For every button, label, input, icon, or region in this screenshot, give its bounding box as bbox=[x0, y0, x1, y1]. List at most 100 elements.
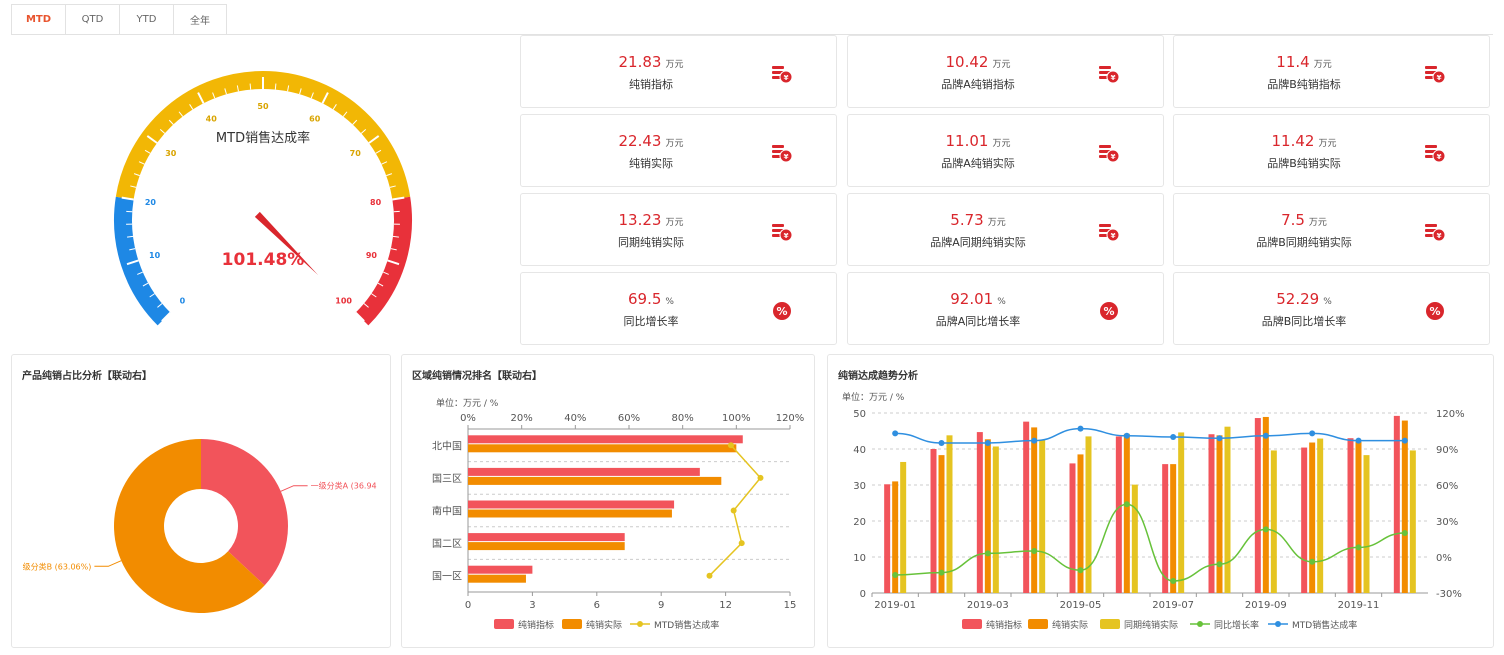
trend-bar[interactable] bbox=[1393, 415, 1400, 593]
tab-full-year[interactable]: 全年 bbox=[173, 4, 227, 35]
trend-point[interactable] bbox=[892, 430, 899, 437]
legend-swatch[interactable] bbox=[562, 619, 582, 629]
bar-target[interactable] bbox=[468, 500, 675, 509]
trend-bar[interactable] bbox=[1262, 416, 1269, 593]
trend-bar[interactable] bbox=[1301, 447, 1308, 593]
trend-point[interactable] bbox=[1077, 425, 1084, 432]
trend-bar[interactable] bbox=[1031, 427, 1038, 593]
trend-point[interactable] bbox=[1262, 526, 1269, 533]
trend-point[interactable] bbox=[984, 550, 991, 557]
legend-swatch[interactable] bbox=[1028, 619, 1048, 629]
trend-bar[interactable] bbox=[1270, 450, 1277, 593]
pie-slice[interactable] bbox=[201, 439, 288, 586]
trend-point[interactable] bbox=[1355, 544, 1362, 551]
trend-point[interactable] bbox=[892, 572, 899, 578]
trend-bar[interactable] bbox=[1085, 436, 1092, 593]
trend-point[interactable] bbox=[1309, 430, 1316, 437]
bar-target[interactable] bbox=[468, 435, 743, 444]
trend-point[interactable] bbox=[1262, 432, 1269, 439]
trend-bar[interactable] bbox=[976, 432, 983, 593]
trend-point[interactable] bbox=[1077, 567, 1084, 574]
trend-bar[interactable] bbox=[1123, 433, 1130, 593]
trend-point[interactable] bbox=[1401, 437, 1408, 444]
trend-bar[interactable] bbox=[984, 439, 991, 593]
trend-bar[interactable] bbox=[1347, 438, 1354, 593]
tab-mtd[interactable]: MTD bbox=[11, 4, 65, 35]
trend-bar[interactable] bbox=[884, 484, 891, 593]
legend-marker[interactable] bbox=[1197, 621, 1203, 627]
trend-point[interactable] bbox=[1309, 558, 1316, 565]
trend-bar[interactable] bbox=[900, 461, 907, 593]
tab-qtd[interactable]: QTD bbox=[65, 4, 119, 35]
legend-label[interactable]: 纯销实际 bbox=[1052, 619, 1088, 631]
legend-label[interactable]: MTD销售达成率 bbox=[654, 619, 719, 631]
legend-label[interactable]: 纯销指标 bbox=[986, 619, 1022, 631]
legend-label[interactable]: 同比增长率 bbox=[1214, 619, 1259, 631]
trend-bar[interactable] bbox=[1115, 436, 1122, 593]
legend-marker[interactable] bbox=[1275, 621, 1281, 627]
trend-point[interactable] bbox=[1031, 437, 1038, 444]
trend-bar[interactable] bbox=[1363, 455, 1370, 593]
legend-marker[interactable] bbox=[637, 621, 643, 627]
legend-swatch[interactable] bbox=[1100, 619, 1120, 629]
trend-bar[interactable] bbox=[1309, 442, 1316, 593]
pie-slice[interactable] bbox=[113, 439, 265, 613]
trend-bar[interactable] bbox=[1355, 441, 1362, 593]
trend-point[interactable] bbox=[1401, 530, 1408, 536]
trend-bar[interactable] bbox=[1317, 438, 1324, 593]
bar-actual[interactable] bbox=[468, 542, 625, 551]
legend-swatch[interactable] bbox=[494, 619, 514, 629]
trend-bar[interactable] bbox=[946, 435, 953, 593]
bar-target[interactable] bbox=[468, 467, 700, 476]
rate-point[interactable] bbox=[706, 572, 713, 579]
legend-label[interactable]: 同期纯销实际 bbox=[1124, 619, 1178, 631]
category-label: 南中国 bbox=[432, 505, 462, 518]
tab-ytd[interactable]: YTD bbox=[119, 4, 173, 35]
trend-bar[interactable] bbox=[1401, 420, 1408, 593]
bar-actual[interactable] bbox=[468, 476, 722, 485]
bar-target[interactable] bbox=[468, 565, 533, 574]
rate-point[interactable] bbox=[757, 474, 764, 481]
trend-bar[interactable] bbox=[1077, 454, 1084, 593]
trend-bar[interactable] bbox=[892, 481, 899, 593]
legend-label[interactable]: 纯销指标 bbox=[518, 619, 554, 631]
trend-bar[interactable] bbox=[1208, 434, 1215, 593]
trend-point[interactable] bbox=[1216, 435, 1223, 442]
trend-point[interactable] bbox=[984, 440, 991, 446]
trend-bar[interactable] bbox=[1162, 464, 1169, 593]
trend-point[interactable] bbox=[1355, 437, 1362, 444]
trend-bar[interactable] bbox=[1254, 418, 1261, 593]
bar-actual[interactable] bbox=[468, 444, 737, 453]
trend-bar[interactable] bbox=[1216, 435, 1223, 593]
svg-text:¥: ¥ bbox=[1111, 74, 1116, 82]
trend-point[interactable] bbox=[1123, 501, 1130, 508]
trend-bar[interactable] bbox=[1170, 464, 1177, 593]
trend-bar[interactable] bbox=[1069, 463, 1076, 593]
trend-bar[interactable] bbox=[1023, 421, 1030, 593]
legend-label[interactable]: 纯销实际 bbox=[586, 619, 622, 631]
x-tick-label: 2019-09 bbox=[1245, 600, 1287, 611]
trend-bar[interactable] bbox=[938, 455, 945, 593]
trend-point[interactable] bbox=[1216, 561, 1223, 568]
bar-actual[interactable] bbox=[468, 509, 672, 518]
trend-point[interactable] bbox=[1170, 434, 1177, 440]
trend-point[interactable] bbox=[938, 569, 945, 576]
trend-bar[interactable] bbox=[1039, 440, 1046, 593]
legend-swatch[interactable] bbox=[962, 619, 982, 629]
trend-bar[interactable] bbox=[992, 446, 999, 593]
legend-label[interactable]: MTD销售达成率 bbox=[1292, 619, 1357, 631]
trend-point[interactable] bbox=[1123, 432, 1130, 439]
trend-bar[interactable] bbox=[1409, 450, 1416, 593]
bar-actual[interactable] bbox=[468, 574, 526, 583]
rate-point[interactable] bbox=[727, 442, 734, 449]
rate-point[interactable] bbox=[738, 540, 745, 547]
trend-bar[interactable] bbox=[1131, 484, 1138, 593]
trend-point[interactable] bbox=[1170, 578, 1177, 584]
bar-target[interactable] bbox=[468, 533, 625, 542]
trend-bar[interactable] bbox=[1178, 432, 1185, 593]
trend-point[interactable] bbox=[938, 440, 945, 446]
rate-point[interactable] bbox=[730, 507, 737, 514]
trend-bar[interactable] bbox=[1224, 426, 1231, 593]
trend-point[interactable] bbox=[1031, 548, 1038, 554]
trend-bar[interactable] bbox=[930, 449, 937, 593]
